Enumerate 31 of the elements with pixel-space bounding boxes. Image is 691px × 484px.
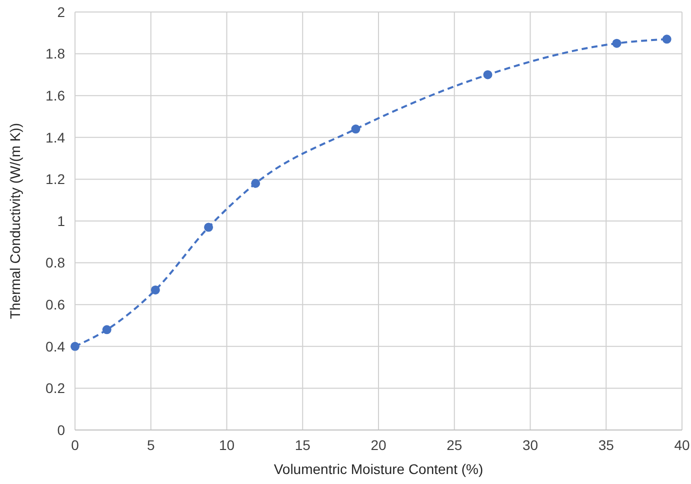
x-tick-label: 25 (446, 437, 462, 453)
point (483, 70, 492, 80)
y-tick-label: 0 (57, 422, 66, 438)
point (70, 342, 80, 351)
y-tick-label: 0.4 (46, 338, 66, 354)
x-tick-label: 15 (294, 437, 311, 453)
y-tick-label: 1.2 (46, 171, 66, 188)
x-tick-label: 30 (522, 437, 538, 453)
y-tick-label: 0.2 (46, 380, 66, 396)
point (150, 285, 160, 294)
y-tick-label: 1 (57, 212, 66, 229)
x-tick-label: 5 (146, 437, 155, 453)
y-tick-label: 2 (57, 4, 66, 20)
y-tick-label: 1.6 (46, 88, 66, 104)
x-tick-label: 35 (598, 437, 614, 453)
y-tick-label: 1.8 (46, 46, 66, 62)
y-tick-label: 0.8 (46, 254, 66, 271)
point (351, 124, 360, 134)
x-tick-label: 40 (674, 437, 690, 453)
x-tick-label: 0 (71, 437, 80, 453)
point (204, 222, 214, 232)
x-tick-label: 10 (218, 437, 235, 453)
point (662, 34, 672, 44)
point (102, 325, 112, 334)
point (612, 38, 622, 48)
point (251, 178, 260, 188)
y-axis-title: Thermal Conductivity (W/(m K)) (7, 122, 23, 320)
y-tick-label: 0.6 (46, 296, 66, 312)
x-axis-title: Volumentric Moisture Content (%) (274, 461, 484, 477)
x-tick-label: 20 (370, 437, 386, 453)
y-tick-label: 1.4 (46, 129, 66, 146)
